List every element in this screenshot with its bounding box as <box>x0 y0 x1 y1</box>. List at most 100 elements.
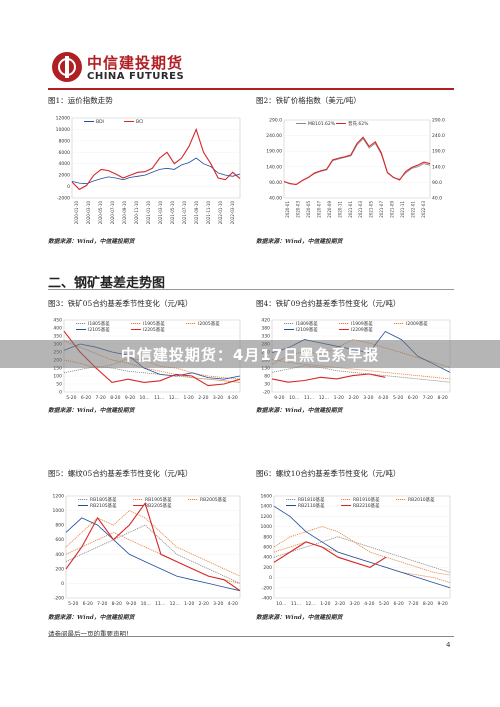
series-line <box>63 365 241 383</box>
x-tick-label: 2021-01-10 <box>146 201 151 225</box>
y-tick-label: 1000 <box>53 508 65 514</box>
y-tick-label: 90.00 <box>269 180 282 186</box>
y-tick-label: 400 <box>53 326 62 332</box>
x-tick-label: 2-20 <box>199 601 209 607</box>
series-line <box>273 541 387 569</box>
x-tick-label: 5-20 <box>66 395 76 401</box>
x-tick-label: 2020-07-10 <box>110 201 115 225</box>
x-tick-label: 2021-05 <box>369 201 374 218</box>
x-tick-label: 1-20 <box>334 395 344 401</box>
x-tick-label: 6-20 <box>408 395 418 401</box>
y-tick-label: 1000 <box>261 524 273 530</box>
x-tick-label: 8-20 <box>112 601 122 607</box>
x-tick-label: 5-20 <box>393 395 403 401</box>
x-tick-label: 4-20 <box>364 601 374 607</box>
legend-label: RB2205基差 <box>145 502 172 509</box>
y-tick-label: 0 <box>269 575 272 581</box>
x-tick-label: 1-20 <box>320 601 330 607</box>
x-tick-label: 2020-01-10 <box>74 201 79 225</box>
section-2-title: 二、钢矿基差走势图 <box>48 276 166 291</box>
legend-label: RB2005基差 <box>200 496 227 503</box>
legend-label: RB2105基差 <box>90 502 117 509</box>
series-line <box>71 127 241 191</box>
legend-label: RB2110基差 <box>298 502 325 509</box>
x-tick-label: 2020-09-10 <box>122 201 127 225</box>
x-tick-label: 2-20 <box>198 395 208 401</box>
series-line <box>271 365 451 383</box>
fig1-chart: 12000 10000 8000 6000 4000 2000 0 -2000 2020-01-… <box>48 106 244 234</box>
page-number: 4 <box>446 641 451 649</box>
y-tick-label-right: 290.0 <box>432 118 445 124</box>
x-tick-label: 2021-11-10 <box>206 201 211 225</box>
x-tick-label: 6-20 <box>83 601 93 607</box>
x-tick-label: 2021-05-10 <box>170 201 175 225</box>
y-tick-label: 130 <box>261 366 270 372</box>
x-tick-label: 3-20 <box>350 601 360 607</box>
y-tick-label: 6000 <box>59 150 71 156</box>
y-tick-label: 140.00 <box>266 164 282 170</box>
series-line <box>273 536 451 573</box>
x-tick-label: 2022-01 <box>410 201 415 218</box>
series-line <box>271 373 386 383</box>
y-tick-label: -2000 <box>57 196 70 202</box>
legend-label: RB2010基差 <box>408 496 435 503</box>
series-line <box>273 526 451 576</box>
y-tick-label: 1200 <box>261 514 273 520</box>
x-tick-label: 12… <box>169 395 179 401</box>
y-tick-label: 240.00 <box>266 133 282 139</box>
series-line <box>65 531 241 584</box>
x-tick-label: 5-20 <box>68 601 78 607</box>
y-tick-label: 1400 <box>261 504 273 510</box>
series-line <box>283 138 431 185</box>
x-tick-label: 12… <box>170 601 180 607</box>
legend-label: I2105基差 <box>88 326 110 333</box>
y-tick-label: 600 <box>55 537 64 543</box>
chart-svg: 1600 1400 1200 1000 800 600 400 200 0 -200 -400 10…… <box>261 494 451 607</box>
legend-label: 普氏.62% <box>348 120 369 127</box>
logo-cn-text: 中信建投期货 <box>87 54 184 72</box>
y-tick-label: -20 <box>263 390 270 396</box>
x-tick-label: 3-20 <box>213 601 223 607</box>
legend-label: RB1910基差 <box>353 496 380 503</box>
x-tick-label: 8-20 <box>110 395 120 401</box>
series-line <box>65 510 241 577</box>
legend-label: RB1810基差 <box>298 496 325 503</box>
y-tick-label: 200 <box>55 566 64 572</box>
x-tick-label: 6-20 <box>81 395 91 401</box>
legend-label: I2109基差 <box>296 326 318 333</box>
series-line <box>65 502 241 592</box>
headline-banner-text: 中信建投期货：4月17日黑色系早报 <box>120 346 380 364</box>
fig6-source: 数据来源：Wind，中信建投期货 <box>256 615 343 621</box>
y-tick-label: -200 <box>54 596 64 602</box>
x-tick-label: 2020-03-10 <box>86 201 91 225</box>
y-tick-label: 80 <box>264 374 270 380</box>
legend-label: I2005基差 <box>198 320 220 327</box>
x-tick-label: 10… <box>289 395 299 401</box>
y-tick-label: 290.0 <box>269 118 282 124</box>
x-tick-label: 7-20 <box>96 395 106 401</box>
china-futures-logo: 中信建投期货 CHINA FUTURES <box>52 52 184 84</box>
plot-frame <box>65 495 241 599</box>
fig5-chart: 1200 1000 800 600 400 200 0 -200 5-20 6-20 7-20 8-2… <box>48 480 244 610</box>
legend-label: I2209基差 <box>351 326 373 333</box>
y-tick-label: 200 <box>263 565 272 571</box>
x-tick-label: 11… <box>304 395 314 401</box>
fig6-title: 图6：螺纹10合约基差季节性变化（元/吨） <box>256 469 401 478</box>
x-tick-label: 2020-07 <box>317 201 322 218</box>
legend-label: I2205基差 <box>143 326 165 333</box>
x-tick-label: 2-20 <box>348 395 358 401</box>
y-tick-label: 0 <box>61 581 64 587</box>
y-tick-label: 150 <box>53 366 62 372</box>
x-tick-label: 4-20 <box>228 601 238 607</box>
x-tick-label: 9-20 <box>274 395 284 401</box>
y-tick-label-right: 240.0 <box>432 133 445 139</box>
x-tick-label: 7-20 <box>97 601 107 607</box>
legend-label: MB101.62% <box>308 121 336 127</box>
y-tick-label: 0 <box>67 184 70 190</box>
x-tick-label: 2021-07-10 <box>182 201 187 225</box>
fig3-title: 图3：铁矿05合约基差季节性变化（元/吨） <box>48 299 193 308</box>
x-tick-label: 7-20 <box>408 601 418 607</box>
x-tick-label: 11… <box>154 395 164 401</box>
y-tick-label: 400 <box>263 555 272 561</box>
legend-label: I1809基差 <box>296 320 318 327</box>
